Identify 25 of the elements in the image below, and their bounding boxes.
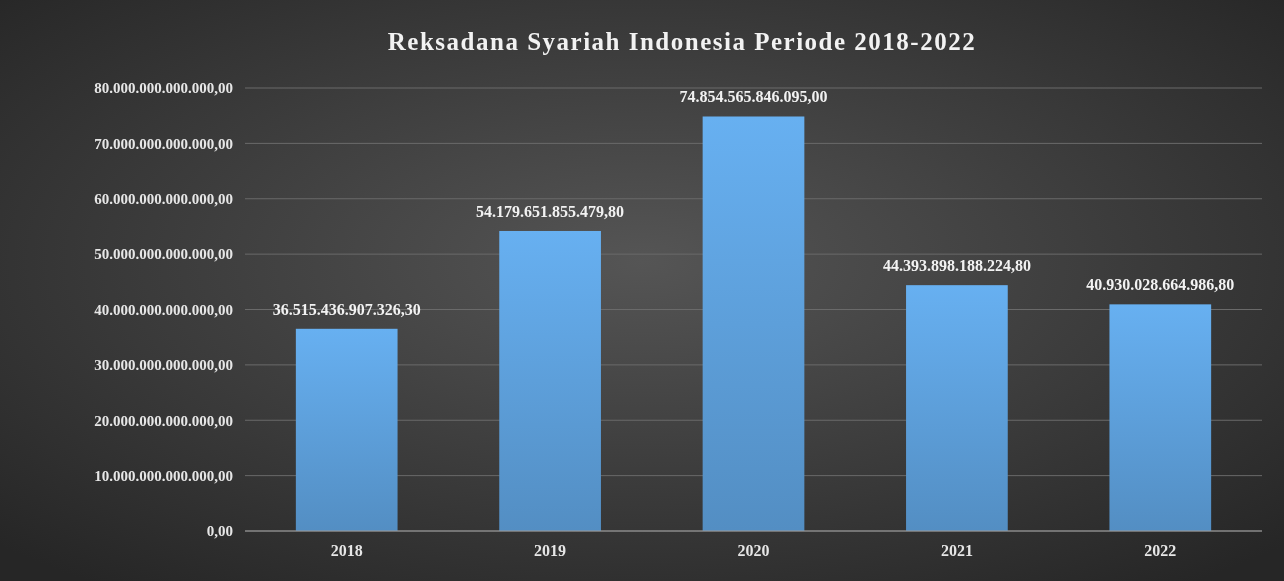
- y-tick-label: 20.000.000.000.000,00: [94, 412, 233, 429]
- y-tick-label: 60.000.000.000.000,00: [94, 191, 233, 207]
- bar: [1109, 304, 1212, 531]
- x-tick-label: 2019: [534, 542, 567, 559]
- y-tick-label: 30.000.000.000.000,00: [94, 357, 233, 374]
- bar: [702, 116, 805, 531]
- x-tick-label: 2018: [330, 542, 363, 559]
- data-label: 44.393.898.188.224,80: [882, 257, 1031, 275]
- data-label: 36.515.436.907.326,30: [272, 300, 421, 318]
- y-tick-label: 40.000.000.000.000,00: [94, 301, 233, 318]
- bar: [499, 230, 601, 531]
- x-tick-label: 2020: [737, 542, 770, 559]
- data-label: 54.179.651.855.479,80: [476, 202, 625, 220]
- chart-title: Reksadana Syariah Indonesia Periode 2018-2022: [387, 28, 977, 55]
- y-tick-label: 10.000.000.000.000,00: [94, 467, 233, 484]
- data-label: 40.930.028.664.986,80: [1086, 276, 1235, 294]
- y-tick-label: 70.000.000.000.000,00: [94, 135, 233, 152]
- x-tick-label: 2022: [1144, 542, 1177, 559]
- y-tick-label: 80.000.000.000.000,00: [94, 80, 233, 97]
- y-tick-label: 50.000.000.000.000,00: [94, 246, 233, 263]
- x-tick-label: 2021: [940, 542, 973, 559]
- bar: [906, 285, 1008, 531]
- bar: [295, 328, 398, 531]
- y-tick-label: 0,00: [206, 523, 233, 540]
- data-label: 74.854.565.846.095,00: [679, 88, 828, 106]
